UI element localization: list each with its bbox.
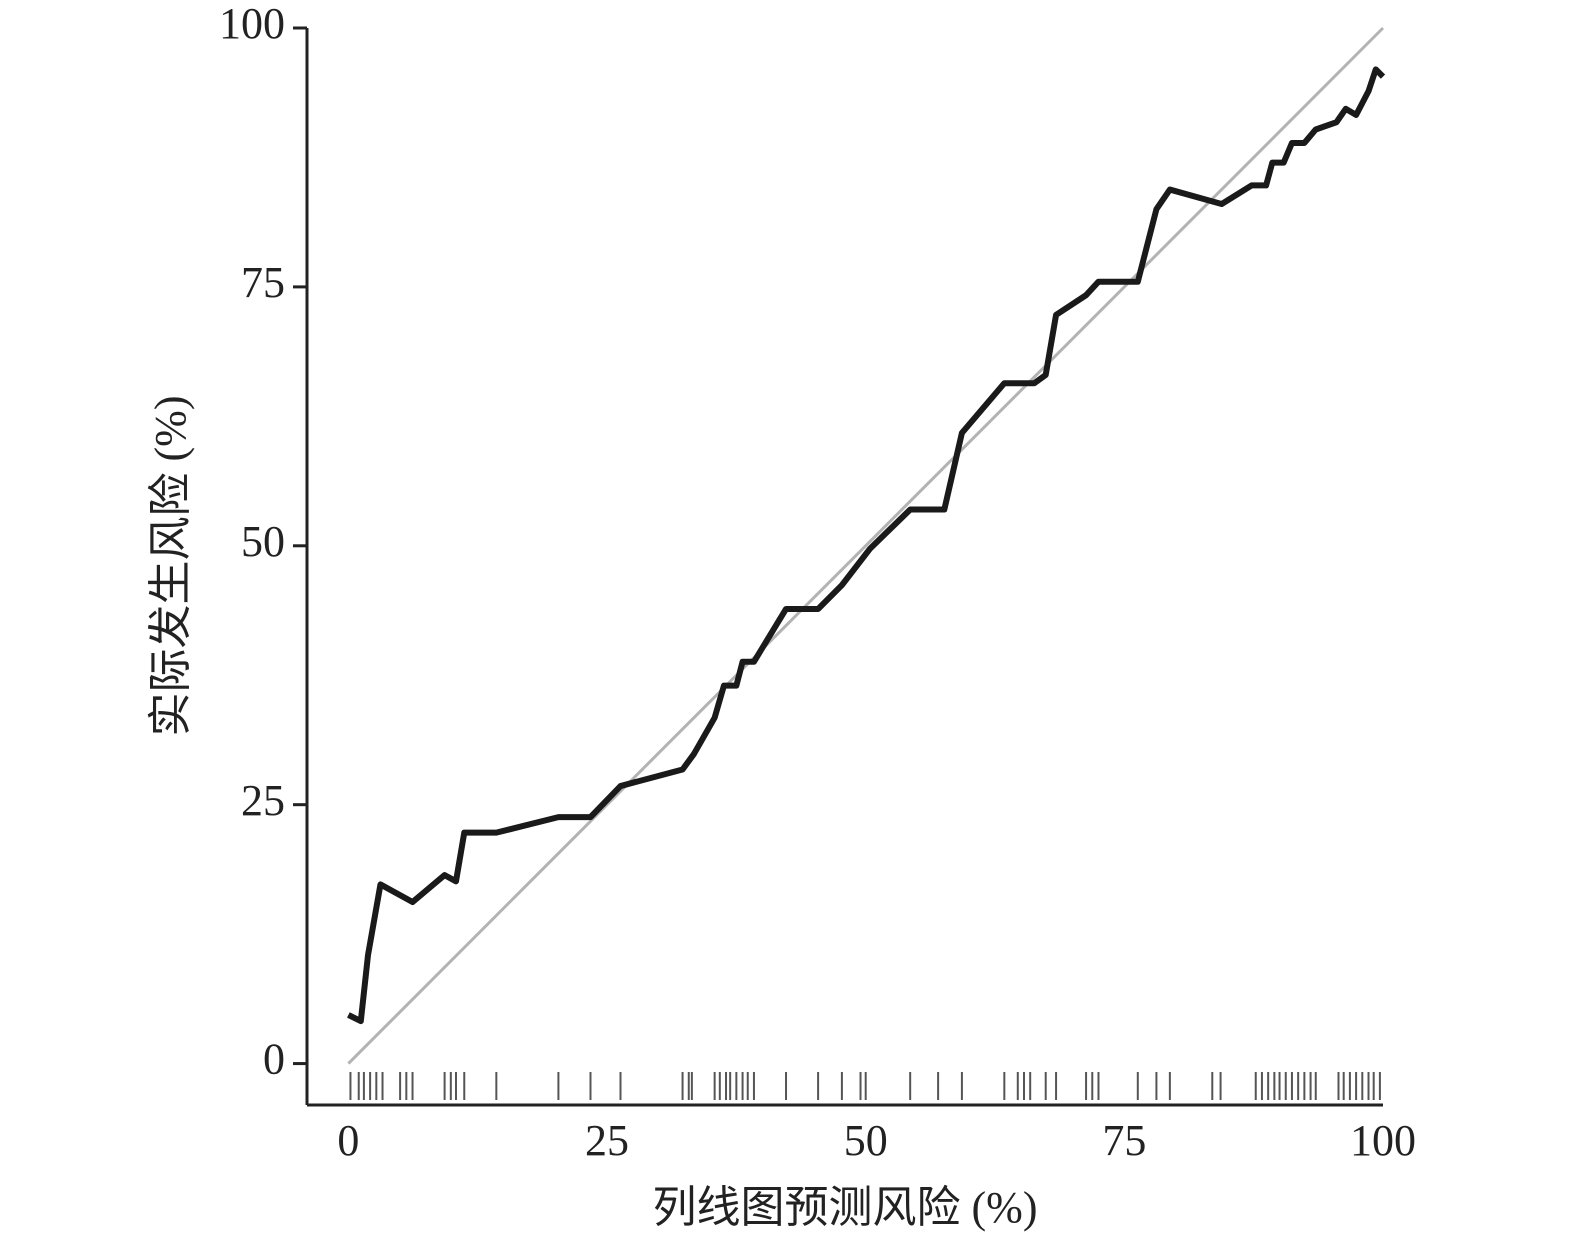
- x-tick-label: 25: [585, 1116, 629, 1165]
- series-line: [347, 26, 1385, 1065]
- y-tick-label: 100: [219, 0, 285, 48]
- x-tick-label: 75: [1102, 1116, 1146, 1165]
- x-tick-label: 100: [1350, 1116, 1416, 1165]
- y-axis-label: 实际发生风险 (%): [146, 396, 195, 737]
- y-tick-label: 75: [241, 258, 285, 307]
- y-tick-label: 50: [241, 517, 285, 566]
- x-tick-label: 50: [844, 1116, 888, 1165]
- x-axis-label: 列线图预测风险 (%): [653, 1183, 1038, 1232]
- y-tick-label: 0: [263, 1035, 285, 1084]
- y-tick-label: 25: [241, 776, 285, 825]
- x-tick-label: 0: [337, 1116, 359, 1165]
- series-line: [347, 66, 1386, 1025]
